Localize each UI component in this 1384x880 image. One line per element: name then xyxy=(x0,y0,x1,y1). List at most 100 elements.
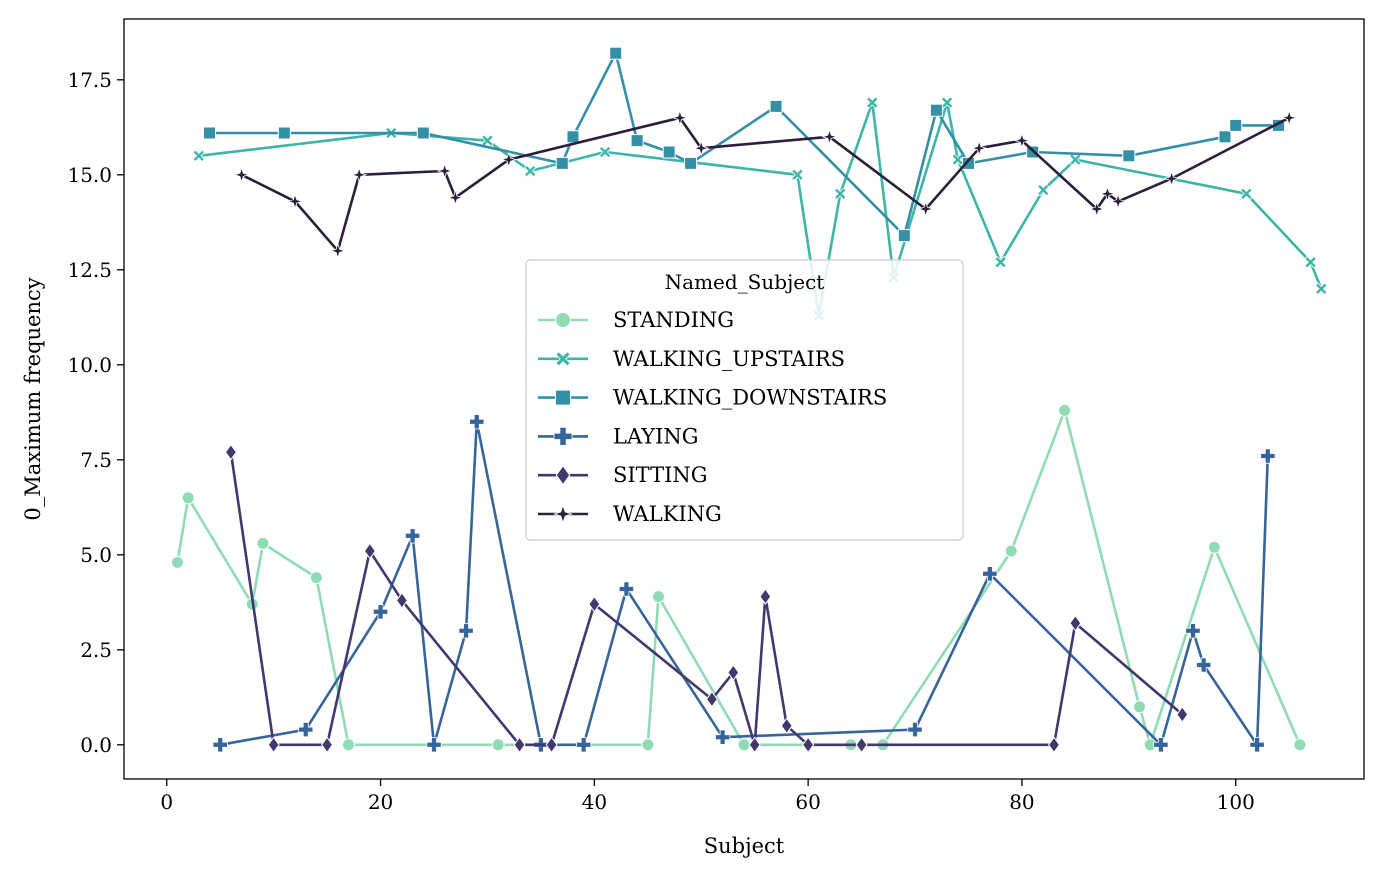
legend-item-walking-downstairs: WALKING_DOWNSTAIRS xyxy=(538,386,887,410)
data-point-walking-upstairs xyxy=(523,164,537,178)
legend-title: Named_Subject xyxy=(665,270,825,294)
data-point-walking-downstairs xyxy=(769,99,783,113)
legend-label: WALKING_UPSTAIRS xyxy=(613,347,845,371)
data-point-laying xyxy=(982,566,998,582)
series-line-sitting xyxy=(229,452,1184,747)
data-point-walking-downstairs xyxy=(1122,149,1136,163)
legend-swatch-marker xyxy=(555,312,571,328)
series-standing xyxy=(170,403,1307,752)
data-point-sitting xyxy=(224,443,237,461)
series-laying xyxy=(212,414,1276,753)
data-point-walking-downstairs xyxy=(961,156,975,170)
data-point-laying xyxy=(298,722,314,738)
data-point-walking-upstairs xyxy=(1304,255,1317,269)
data-point-laying xyxy=(405,528,421,544)
data-point-sitting xyxy=(363,542,376,560)
data-point-sitting xyxy=(705,690,718,708)
data-point-walking-upstairs xyxy=(833,187,847,201)
legend-label: WALKING_DOWNSTAIRS xyxy=(613,386,887,410)
data-point-standing xyxy=(651,590,665,604)
data-point-walking-downstairs xyxy=(630,134,644,148)
data-point-walking xyxy=(1088,200,1105,218)
data-point-walking xyxy=(1280,109,1298,127)
data-point-sitting xyxy=(1176,706,1189,723)
data-point-standing xyxy=(1133,700,1147,714)
data-point-standing xyxy=(170,555,184,569)
plot-frame xyxy=(123,18,1365,780)
data-point-laying xyxy=(1249,737,1265,753)
data-point-walking-downstairs xyxy=(277,126,291,140)
data-point-walking-upstairs xyxy=(192,149,206,163)
y-tick-label: 7.5 xyxy=(80,448,112,472)
data-point-walking xyxy=(671,109,689,127)
series-line-standing xyxy=(176,409,1302,747)
y-tick-label: 12.5 xyxy=(67,258,112,282)
data-point-laying xyxy=(1196,657,1212,673)
legend-swatch-marker xyxy=(553,427,573,446)
plot-area xyxy=(170,46,1328,754)
data-point-walking xyxy=(350,166,368,184)
legend-label: LAYING xyxy=(613,424,699,448)
data-point-walking-upstairs xyxy=(1037,183,1050,197)
x-tick-label: 60 xyxy=(795,790,820,814)
data-point-standing xyxy=(641,738,655,752)
y-tick-label: 10.0 xyxy=(67,353,112,377)
legend-item-walking-upstairs: WALKING_UPSTAIRS xyxy=(538,347,845,371)
data-point-sitting xyxy=(1069,614,1082,632)
data-point-walking xyxy=(693,139,710,157)
series-walking-downstairs xyxy=(203,46,1285,243)
y-tick-label: 0.0 xyxy=(80,733,112,757)
series-line-walking-downstairs xyxy=(209,51,1279,237)
data-point-standing xyxy=(1207,540,1221,554)
legend-label: STANDING xyxy=(613,308,734,332)
data-point-walking-downstairs xyxy=(662,145,676,159)
legend-box xyxy=(525,259,964,541)
data-point-walking-downstairs xyxy=(1218,130,1232,144)
data-point-sitting xyxy=(321,736,334,754)
data-point-walking-upstairs xyxy=(791,168,804,182)
series-line-walking xyxy=(241,116,1290,253)
data-point-sitting xyxy=(1047,736,1061,754)
data-point-standing xyxy=(1293,738,1307,752)
data-point-walking-downstairs xyxy=(609,46,623,60)
data-point-laying xyxy=(1260,448,1276,464)
data-point-walking xyxy=(821,128,838,146)
data-point-walking xyxy=(233,166,250,184)
x-tick-label: 40 xyxy=(582,790,607,814)
data-point-walking-upstairs xyxy=(1240,187,1253,201)
data-point-sitting xyxy=(748,736,761,754)
data-point-walking-downstairs xyxy=(566,130,580,144)
legend-swatch-marker xyxy=(555,389,571,406)
data-point-walking xyxy=(436,162,453,180)
series-walking xyxy=(233,109,1298,260)
y-axis-ticks: 0.0 2.5 5.0 7.5 10.0 12.5 15.0 17.5 xyxy=(67,68,124,757)
data-point-sitting xyxy=(727,664,740,681)
data-point-laying xyxy=(372,604,389,620)
data-point-laying xyxy=(469,414,485,430)
data-point-standing xyxy=(309,571,323,585)
data-point-laying xyxy=(212,737,228,753)
x-tick-label: 100 xyxy=(1217,790,1255,814)
data-point-standing xyxy=(1004,544,1018,558)
data-point-walking xyxy=(1163,170,1180,187)
data-point-walking-downstairs xyxy=(684,156,698,170)
data-point-laying xyxy=(426,737,442,753)
data-point-walking-upstairs xyxy=(1069,153,1082,166)
data-point-laying xyxy=(458,623,474,639)
data-point-walking-downstairs xyxy=(929,103,943,117)
y-tick-label: 15.0 xyxy=(67,163,112,187)
data-point-walking xyxy=(1099,185,1116,203)
data-point-walking xyxy=(500,151,518,168)
legend-item-sitting: SITTING xyxy=(538,463,708,487)
series-sitting xyxy=(224,443,1189,754)
data-point-walking-upstairs xyxy=(598,145,612,159)
x-tick-label: 80 xyxy=(1009,790,1034,814)
data-point-laying xyxy=(715,729,731,745)
y-tick-label: 2.5 xyxy=(80,638,112,662)
data-point-standing xyxy=(737,738,751,752)
data-point-walking-downstairs xyxy=(897,229,911,243)
x-tick-label: 20 xyxy=(368,790,393,814)
data-point-sitting xyxy=(588,595,601,613)
data-point-walking-upstairs xyxy=(994,255,1007,269)
